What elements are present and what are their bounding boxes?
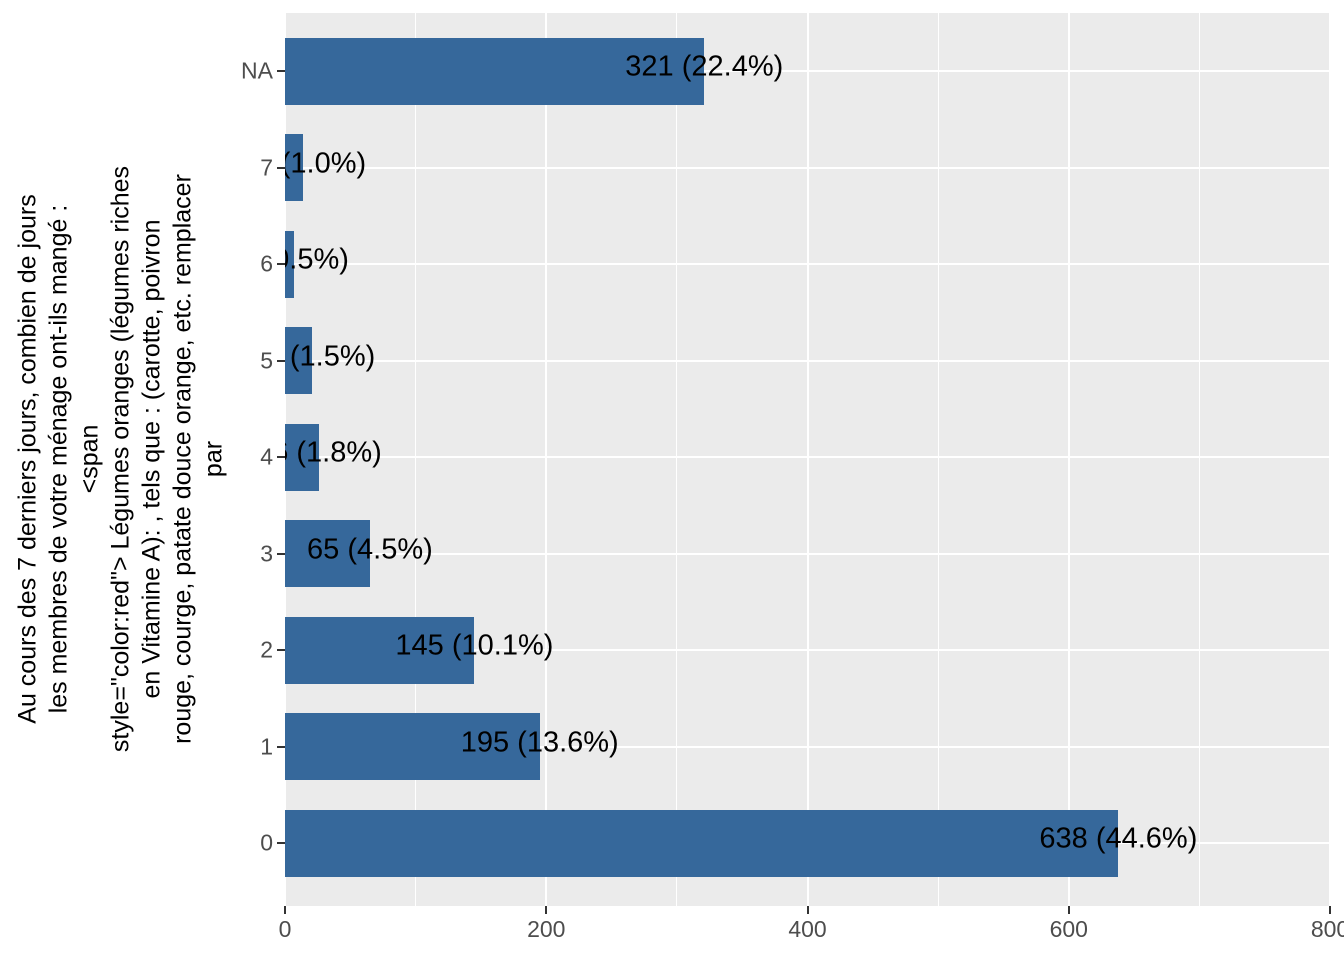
y-axis-title: Au cours des 7 derniers jours, combien d…: [13, 165, 228, 753]
x-tick-mark: [806, 906, 809, 914]
x-tick-label: 800: [1310, 916, 1344, 942]
y-tick-mark: [277, 649, 285, 652]
minor-gridline: [937, 13, 939, 906]
bar-value-label: 26 (1.8%): [285, 436, 382, 469]
x-tick-label: 200: [527, 916, 566, 942]
major-gridline: [285, 456, 1330, 459]
bar-value-label: 321 (22.4%): [625, 50, 784, 83]
bar-value-label: 65 (4.5%): [307, 533, 433, 566]
minor-gridline: [676, 13, 678, 906]
minor-gridline: [1198, 13, 1200, 906]
y-tick-label: 0: [260, 829, 273, 856]
bar-value-label: 7 (0.5%): [285, 243, 349, 276]
y-tick-mark: [277, 263, 285, 266]
y-tick-label: 4: [260, 443, 273, 470]
major-gridline: [545, 13, 548, 906]
major-gridline: [285, 649, 1330, 652]
x-tick-label: 600: [1049, 916, 1088, 942]
bar: [285, 37, 705, 105]
y-tick-mark: [277, 745, 285, 748]
bar-value-label: 14 (1.0%): [285, 147, 367, 180]
y-tick-label: 7: [260, 154, 273, 181]
major-gridline: [1329, 13, 1330, 906]
bar-value-label: 195 (13.6%): [460, 726, 619, 759]
bar: [285, 616, 475, 684]
bar: [285, 327, 313, 395]
minor-gridline: [415, 13, 417, 906]
major-gridline: [285, 263, 1330, 266]
bar-value-label: 638 (44.6%): [1039, 822, 1198, 855]
major-gridline: [285, 552, 1330, 555]
major-gridline: [285, 70, 1330, 72]
plot-panel: 321 (22.4%) 14 (1.0%) 7 (0.5%) 21 (1.5%) 26 …: [285, 13, 1330, 906]
major-gridline: [285, 166, 1330, 169]
y-tick-label: NA: [241, 57, 273, 84]
y-tick-mark: [277, 70, 285, 72]
bar: [285, 423, 319, 491]
x-tick-mark: [284, 906, 286, 914]
y-tick-mark: [277, 456, 285, 459]
major-gridline: [1067, 13, 1070, 906]
bar: [285, 713, 540, 781]
major-gridline: [806, 13, 809, 906]
major-gridline: [285, 745, 1330, 748]
y-tick-label: 6: [260, 250, 273, 277]
y-tick-label: 3: [260, 540, 273, 567]
x-tick-mark: [1329, 906, 1331, 914]
x-tick-mark: [1067, 906, 1070, 914]
y-tick-label: 1: [260, 733, 273, 760]
y-tick-mark: [277, 842, 285, 845]
bar: [285, 134, 304, 202]
bar-value-label: 21 (1.5%): [285, 340, 376, 373]
x-tick-mark: [545, 906, 548, 914]
bar-value-label: 145 (10.1%): [395, 629, 554, 662]
bar: [285, 230, 295, 298]
y-tick-label: 2: [260, 636, 273, 663]
bar: [285, 809, 1119, 877]
y-tick-mark: [277, 166, 285, 169]
y-tick-mark: [277, 552, 285, 555]
bar: [285, 520, 370, 588]
y-tick-mark: [277, 359, 285, 362]
y-tick-label: 5: [260, 347, 273, 374]
x-tick-label: 400: [788, 916, 827, 942]
x-tick-label: 0: [278, 916, 292, 942]
major-gridline: [285, 359, 1330, 362]
